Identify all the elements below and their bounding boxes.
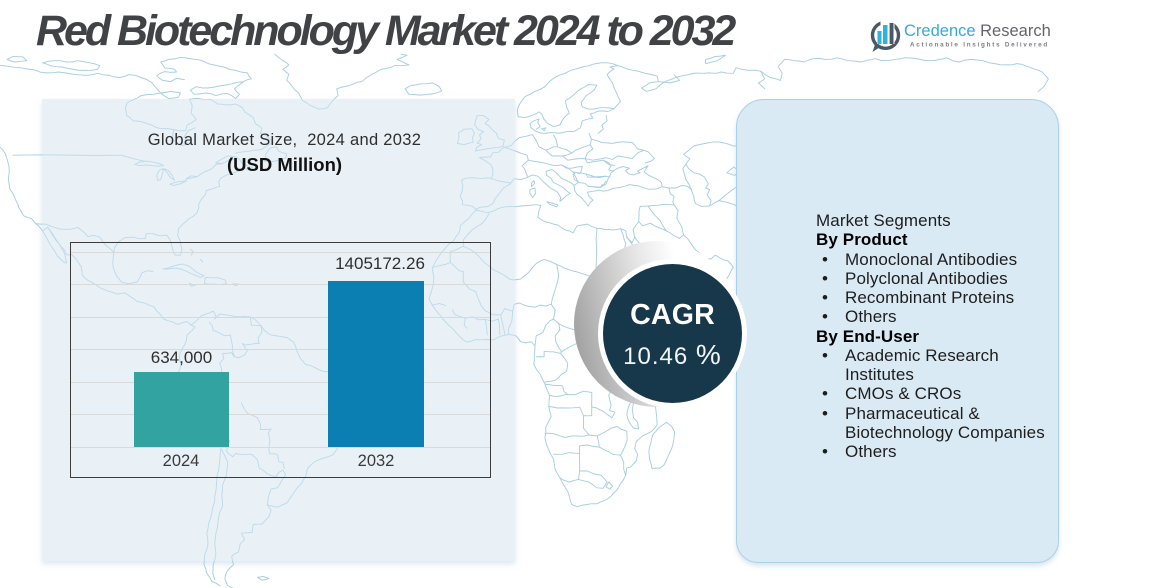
svg-text:Credence Research: Credence Research (904, 22, 1051, 40)
svg-text:Actionable Insights Delivered: Actionable Insights Delivered (910, 42, 1049, 49)
